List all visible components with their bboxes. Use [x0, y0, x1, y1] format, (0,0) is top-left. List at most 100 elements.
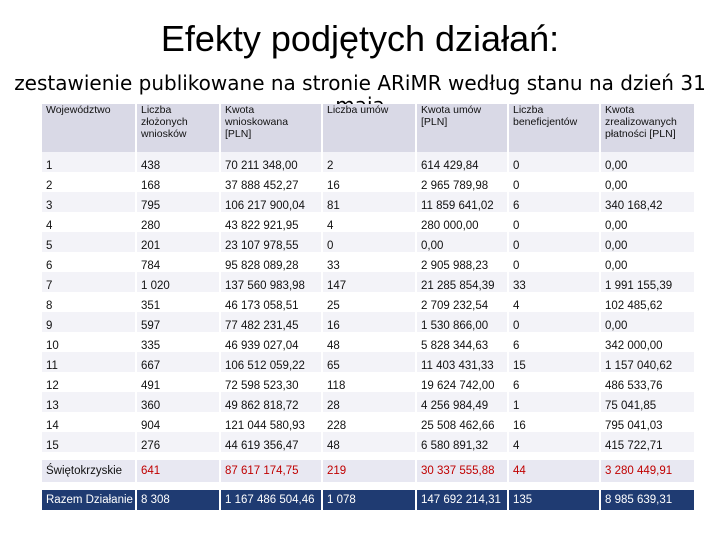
table-cell: 5 — [46, 240, 53, 252]
table-cell: 147 — [321, 272, 416, 292]
table-cell: 3 280 449,91 — [599, 460, 694, 482]
table-row: 12 491 72 598 523,30 118 19 624 742,00 6 486 5… — [42, 372, 694, 392]
table-cell: 23 107 978,55 — [219, 232, 322, 252]
column-header: Liczba złożonych wniosków — [135, 104, 220, 152]
table-cell: 1 157 040,62 — [599, 352, 694, 372]
table-cell: 486 533,76 — [599, 372, 694, 392]
table-cell: 0 — [507, 252, 600, 272]
table-cell: 25 508 462,66 — [415, 412, 508, 432]
table-cell: 0,00 — [599, 232, 694, 252]
table-cell: 5 828 344,63 — [415, 332, 508, 352]
table-cell: 16 — [321, 172, 416, 192]
table-row: 11 667 106 512 059,22 65 11 403 431,33 15 1 15… — [42, 352, 694, 372]
table-cell: 95 828 089,28 — [219, 252, 322, 272]
table-cell: 16 — [321, 312, 416, 332]
table-cell: 15 — [46, 440, 59, 452]
table-cell: 6 — [507, 332, 600, 352]
spacer-cell — [42, 482, 694, 490]
table-cell: 342 000,00 — [599, 332, 694, 352]
table-cell: 11 859 641,02 — [415, 192, 508, 212]
column-header: Liczba umów — [321, 104, 416, 152]
table-cell: 641 — [135, 460, 220, 482]
table-cell: 228 — [321, 412, 416, 432]
table-row: 4 280 43 822 921,95 4 280 000,00 0 0,00 — [42, 212, 694, 232]
table-body: 1 438 70 211 348,00 2 614 429,84 0 0,00 2 168 37 … — [42, 152, 694, 510]
table-cell: 201 — [135, 232, 220, 252]
table-cell: 0,00 — [599, 252, 694, 272]
table-cell: 0,00 — [415, 232, 508, 252]
table-cell: 33 — [321, 252, 416, 272]
table-cell: 46 173 058,51 — [219, 292, 322, 312]
table-cell: 597 — [135, 312, 220, 332]
table-cell: 33 — [507, 272, 600, 292]
table-cell: 77 482 231,45 — [219, 312, 322, 332]
table-cell: 360 — [135, 392, 220, 412]
table-cell: 44 619 356,47 — [219, 432, 322, 452]
spacer-cell — [42, 452, 694, 460]
spacer-row — [42, 452, 694, 460]
table-cell: 15 — [507, 352, 600, 372]
table-cell: 415 722,71 — [599, 432, 694, 452]
table-cell: 667 — [135, 352, 220, 372]
table-cell: 2 905 988,23 — [415, 252, 508, 272]
table-row: 7 1 020 137 560 983,98 147 21 285 854,39 33 1 … — [42, 272, 694, 292]
table-cell: 438 — [135, 152, 220, 172]
table-row: 2 168 37 888 452,27 16 2 965 789,98 0 0,00 — [42, 172, 694, 192]
data-table: Województwo Liczba złożonych wniosków Kw… — [42, 104, 694, 510]
table-cell: 106 512 059,22 — [219, 352, 322, 372]
table-cell: 0 — [507, 232, 600, 252]
table-cell: 2 — [321, 152, 416, 172]
table-row: 3 795 106 217 900,04 81 11 859 641,02 6 340 16… — [42, 192, 694, 212]
table-cell: 137 560 983,98 — [219, 272, 322, 292]
table-cell: 491 — [135, 372, 220, 392]
table-cell: 0 — [507, 152, 600, 172]
table-cell: 121 044 580,93 — [219, 412, 322, 432]
table-cell: 106 217 900,04 — [219, 192, 322, 212]
table-cell: 87 617 174,75 — [219, 460, 322, 482]
table-cell: 1 167 486 504,46 — [219, 490, 322, 510]
table-cell: 8 985 639,31 — [599, 490, 694, 510]
column-header: Kwota umów [PLN] — [415, 104, 508, 152]
table-cell: 6 — [507, 192, 600, 212]
column-header: Kwota wnioskowana [PLN] — [219, 104, 322, 152]
table-cell: 9 — [46, 320, 53, 332]
table-cell: Świętokrzyskie — [42, 460, 136, 482]
table-cell: 219 — [321, 460, 416, 482]
table-cell: 65 — [321, 352, 416, 372]
table-cell: 0,00 — [599, 152, 694, 172]
table-cell: 75 041,85 — [599, 392, 694, 412]
table-cell: 6 — [46, 260, 53, 272]
column-header: Kwota zrealizowanych płatności [PLN] — [599, 104, 694, 152]
table-cell: 8 — [46, 300, 53, 312]
table-cell: 280 — [135, 212, 220, 232]
table-cell: 12 — [46, 380, 59, 392]
table-cell: 168 — [135, 172, 220, 192]
table-cell: 1 530 866,00 — [415, 312, 508, 332]
table-row: 10 335 46 939 027,04 48 5 828 344,63 6 342 000… — [42, 332, 694, 352]
table-cell: 81 — [321, 192, 416, 212]
table-cell: 3 — [46, 200, 53, 212]
column-header: Województwo — [46, 104, 111, 116]
table-cell: 0 — [507, 212, 600, 232]
table-cell: 102 485,62 — [599, 292, 694, 312]
table-cell: 4 — [321, 212, 416, 232]
table-header-row: Województwo Liczba złożonych wniosków Kw… — [42, 104, 694, 152]
table-cell: 2 709 232,54 — [415, 292, 508, 312]
table-cell: 1 020 — [135, 272, 220, 292]
table-cell: 1 — [507, 392, 600, 412]
table-cell: 904 — [135, 412, 220, 432]
spacer-row — [42, 482, 694, 490]
table-cell: 0,00 — [599, 312, 694, 332]
table-cell: 48 — [321, 332, 416, 352]
table-cell: 28 — [321, 392, 416, 412]
table-cell: 784 — [135, 252, 220, 272]
table-cell: 16 — [507, 412, 600, 432]
table-cell: 11 403 431,33 — [415, 352, 508, 372]
table-cell: 280 000,00 — [415, 212, 508, 232]
table-cell: 4 — [507, 432, 600, 452]
table-cell: 10 — [46, 340, 59, 352]
table-cell: 8 308 — [135, 490, 220, 510]
table-cell: 14 — [46, 420, 59, 432]
table-cell: 0 — [507, 312, 600, 332]
table-cell: 46 939 027,04 — [219, 332, 322, 352]
